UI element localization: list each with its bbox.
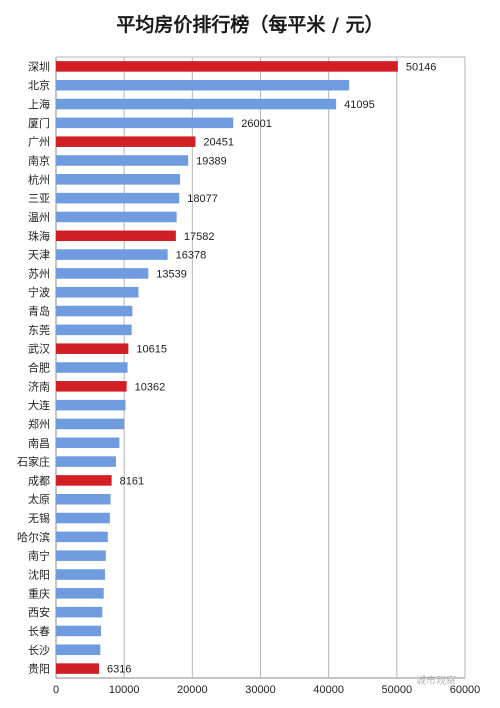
- category-label: 武汉: [28, 343, 50, 356]
- category-label: 合肥: [28, 361, 50, 375]
- data-label: 20451: [203, 137, 234, 149]
- category-label: 西安: [28, 605, 50, 619]
- bar-17: [56, 381, 127, 392]
- bar-10: [56, 249, 168, 260]
- data-label: 50146: [406, 61, 437, 73]
- data-label: 16378: [176, 250, 207, 262]
- x-tick-label: 60000: [450, 684, 481, 696]
- category-label: 太原: [28, 493, 50, 506]
- category-labels: 深圳北京上海厦门广州南京杭州三亚温州珠海天津苏州宁波青岛东莞武汉合肥济南大连郑州…: [17, 60, 50, 675]
- bar-12: [56, 286, 139, 298]
- bar-24: [56, 512, 110, 524]
- bar-26: [56, 550, 106, 561]
- category-label: 长沙: [28, 644, 50, 657]
- bar-27: [56, 569, 106, 580]
- data-labels: 50146 41095 26001 20451 19389 18077 17582 16378…: [107, 61, 436, 675]
- category-label: 温州: [28, 211, 50, 224]
- data-label: 17582: [184, 231, 215, 243]
- x-tick-label: 40000: [313, 684, 344, 696]
- chart-title: 平均房价排行榜（每平米 / 元）: [116, 13, 383, 36]
- bar-4: [56, 136, 196, 147]
- category-label: 无锡: [28, 511, 50, 525]
- category-label: 广州: [28, 136, 50, 149]
- category-label: 东莞: [28, 324, 50, 337]
- bar-2: [56, 98, 337, 110]
- watermark-text: 城市观察: [416, 674, 456, 687]
- bar-7: [56, 192, 180, 204]
- bars: [56, 61, 398, 674]
- category-label: 南京: [28, 154, 50, 168]
- bar-31: [56, 644, 101, 656]
- bar-0: [56, 61, 398, 72]
- bar-14: [56, 324, 132, 336]
- bar-11: [56, 268, 149, 279]
- category-label: 重庆: [28, 586, 50, 600]
- data-label: 26001: [241, 118, 272, 130]
- category-label: 天津: [28, 249, 50, 262]
- category-label: 南宁: [28, 549, 50, 563]
- x-tick-label: 20000: [177, 684, 208, 696]
- bar-22: [56, 475, 112, 486]
- data-label: 10362: [135, 381, 166, 393]
- x-tick-label: 30000: [245, 684, 276, 696]
- category-label: 厦门: [28, 116, 50, 130]
- bar-20: [56, 437, 120, 449]
- category-label: 大连: [28, 398, 50, 412]
- data-label: 41095: [344, 99, 375, 111]
- x-tick-labels: 0 10000 20000 30000 40000 50000 60000: [53, 684, 480, 696]
- category-label: 成都: [28, 474, 50, 487]
- category-label: 珠海: [28, 229, 50, 243]
- category-label: 济南: [28, 379, 50, 393]
- bar-21: [56, 456, 116, 467]
- bar-28: [56, 588, 104, 599]
- bar-8: [56, 211, 177, 223]
- category-label: 南昌: [28, 437, 50, 450]
- bar-3: [56, 117, 234, 129]
- bar-6: [56, 174, 181, 185]
- bar-29: [56, 606, 103, 618]
- category-label: 北京: [28, 78, 50, 92]
- data-label: 8161: [120, 475, 144, 487]
- bar-1: [56, 79, 350, 91]
- category-label: 贵阳: [28, 663, 50, 676]
- bar-19: [56, 418, 125, 430]
- data-label: 10615: [136, 344, 167, 356]
- category-label: 哈尔滨: [17, 530, 50, 544]
- x-tick-label: 10000: [109, 684, 140, 696]
- bar-5: [56, 155, 189, 166]
- data-label: 6316: [107, 664, 131, 676]
- category-label: 郑州: [28, 417, 50, 431]
- data-label: 13539: [156, 268, 187, 280]
- data-label: 19389: [196, 156, 227, 168]
- category-label: 深圳: [28, 60, 50, 73]
- bar-18: [56, 399, 126, 411]
- category-label: 沈阳: [28, 568, 50, 582]
- bar-23: [56, 493, 111, 505]
- bar-15: [56, 343, 129, 354]
- bar-32: [56, 663, 100, 674]
- data-label: 18077: [187, 193, 218, 205]
- category-label: 宁波: [28, 285, 50, 299]
- bar-9: [56, 230, 176, 242]
- x-tick-label: 50000: [382, 684, 413, 696]
- category-label: 三亚: [28, 192, 50, 205]
- category-label: 石家庄: [17, 455, 50, 469]
- x-tick-label: 0: [53, 684, 59, 696]
- category-label: 长春: [28, 625, 50, 638]
- category-label: 青岛: [28, 304, 50, 318]
- bar-13: [56, 305, 133, 317]
- bar-25: [56, 531, 108, 543]
- category-label: 杭州: [28, 172, 50, 186]
- bar-30: [56, 625, 101, 637]
- bar-16: [56, 362, 128, 373]
- category-label: 上海: [28, 97, 50, 111]
- category-label: 苏州: [28, 267, 50, 280]
